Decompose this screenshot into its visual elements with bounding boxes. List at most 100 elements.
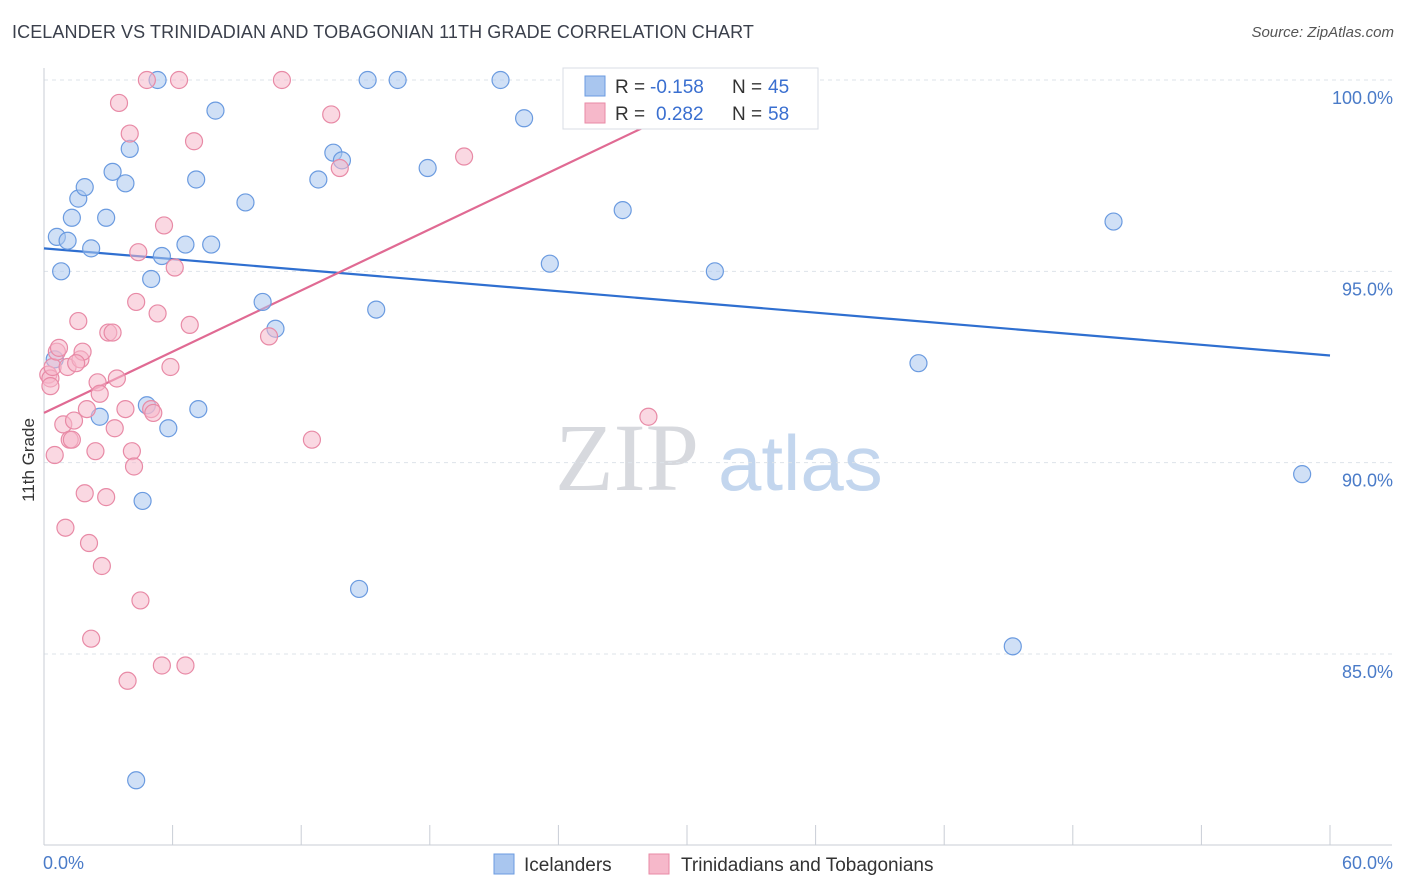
data-point-blue-34 [418, 158, 437, 178]
legend-r-label-blue: R = [615, 77, 645, 98]
data-point-pink-56 [77, 399, 96, 419]
data-point-pink-7 [56, 518, 75, 537]
legend-r-value-pink: 0.282 [656, 104, 704, 125]
data-point-pink-41 [165, 258, 184, 277]
data-point-pink-33 [129, 243, 148, 262]
legend-n-label-blue: N = [732, 77, 762, 98]
data-point-pink-21 [97, 488, 116, 507]
data-point-blue-25 [253, 292, 272, 312]
data-point-blue-32 [367, 300, 386, 319]
data-point-pink-34 [131, 591, 150, 610]
data-point-blue-33 [388, 70, 407, 90]
legend-n-value-pink: 58 [768, 104, 789, 125]
data-point-pink-38 [152, 656, 171, 675]
data-point-pink-20 [92, 556, 111, 576]
legend-n-label-pink: N = [732, 104, 762, 125]
data-point-blue-30 [349, 579, 369, 599]
data-point-blue-23 [206, 101, 225, 120]
data-point-pink-27 [116, 399, 135, 419]
data-point-blue-18 [159, 419, 178, 438]
x-tick-label-max: 60.0% [1342, 853, 1393, 873]
data-point-pink-50 [330, 158, 349, 178]
data-point-pink-51 [454, 147, 474, 166]
data-point-blue-40 [909, 354, 928, 373]
data-point-pink-16 [82, 629, 101, 648]
data-point-blue-22 [202, 235, 221, 254]
data-point-pink-54 [41, 377, 60, 396]
data-point-pink-46 [259, 327, 279, 346]
data-point-pink-28 [118, 671, 137, 690]
data-point-blue-24 [236, 193, 255, 212]
y-tick-label-95: 95.0% [1342, 279, 1393, 299]
data-point-blue-43 [1293, 465, 1312, 484]
series-legend-swatch-icelanders [493, 853, 515, 875]
data-point-blue-7 [82, 239, 101, 258]
grid-lines: 85.0% 90.0% 95.0% 100.0% [44, 79, 1393, 682]
legend-n-value-blue: 45 [768, 77, 789, 98]
data-point-pink-36 [144, 403, 163, 423]
legend-r-label-pink: R = [615, 104, 645, 125]
data-point-pink-26 [109, 93, 129, 113]
axes [43, 68, 1392, 846]
legend-r-value-blue: -0.158 [650, 77, 704, 98]
data-point-pink-24 [105, 419, 124, 438]
series-legend: Icelanders Trinidadians and Tobagonians [493, 853, 933, 876]
data-points [39, 70, 1312, 790]
data-point-pink-5 [49, 338, 69, 357]
data-point-pink-47 [272, 70, 292, 90]
data-point-blue-10 [103, 162, 122, 181]
stats-legend: R = -0.158 N = 45 R = 0.282 N = 58 [562, 67, 819, 130]
data-point-pink-17 [86, 442, 105, 461]
data-point-pink-10 [64, 411, 84, 430]
data-point-blue-35 [491, 70, 510, 90]
data-point-pink-44 [180, 315, 199, 335]
y-tick-label-85: 85.0% [1342, 662, 1393, 682]
watermark-zip: ZIP [555, 404, 699, 511]
series-legend-label-trinidadians: Trinidadians and Tobagonians [681, 855, 933, 876]
data-point-blue-9 [97, 208, 116, 227]
source-credit: Source: ZipAtlas.com [1251, 24, 1394, 41]
data-point-blue-4 [62, 208, 81, 227]
data-point-blue-41 [1003, 637, 1022, 656]
data-point-pink-15 [79, 533, 99, 553]
data-point-pink-42 [169, 70, 189, 90]
data-point-pink-31 [124, 457, 144, 476]
data-point-blue-12 [120, 139, 139, 158]
data-point-blue-17 [152, 246, 171, 266]
data-point-pink-49 [322, 105, 341, 124]
data-point-blue-39 [705, 262, 724, 281]
data-point-pink-45 [184, 132, 204, 151]
data-point-blue-13 [133, 491, 152, 511]
data-point-blue-31 [358, 70, 377, 90]
data-point-pink-25 [107, 369, 126, 388]
data-point-blue-44 [127, 771, 146, 790]
trend-line-trinidadians [43, 105, 688, 414]
data-point-blue-11 [116, 174, 135, 193]
series-legend-label-icelanders: Icelanders [524, 855, 612, 876]
data-point-pink-29 [120, 124, 139, 143]
data-point-blue-21 [189, 399, 208, 419]
data-point-blue-36 [515, 109, 534, 128]
data-point-pink-19 [90, 384, 109, 403]
data-point-pink-53 [137, 70, 156, 90]
trend-lines [43, 79, 1331, 414]
data-point-pink-3 [45, 445, 64, 465]
x-tick-label-min: 0.0% [43, 853, 84, 873]
y-axis-label: 11th Grade [19, 418, 38, 502]
data-point-blue-19 [176, 235, 195, 254]
data-point-pink-30 [122, 442, 141, 461]
data-point-blue-2 [52, 262, 71, 281]
data-point-pink-14 [75, 484, 94, 503]
data-point-pink-55 [62, 430, 81, 449]
data-point-blue-15 [142, 269, 161, 289]
series-legend-swatch-trinidadians [648, 853, 670, 875]
data-point-pink-40 [161, 357, 180, 377]
data-point-pink-32 [127, 292, 146, 312]
data-point-pink-11 [69, 311, 88, 331]
data-point-pink-57 [67, 354, 86, 373]
y-tick-label-100: 100.0% [1332, 88, 1393, 108]
data-point-pink-37 [148, 304, 167, 323]
data-point-blue-20 [187, 170, 206, 189]
data-point-blue-37 [540, 254, 559, 273]
